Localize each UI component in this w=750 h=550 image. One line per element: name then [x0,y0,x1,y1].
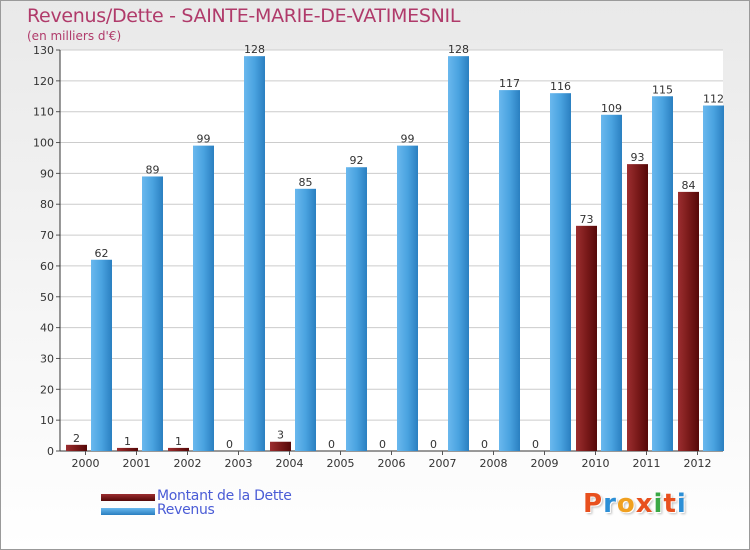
y-tick-label: 130 [33,44,54,57]
data-label-dette: 0 [226,438,233,451]
y-tick-label: 120 [33,75,54,88]
legend-swatch-dette [101,494,155,501]
y-tick-label: 40 [40,322,54,335]
data-label-revenus: 117 [499,77,520,90]
x-tick-label: 2001 [123,457,151,470]
logo-letter: P [583,489,604,519]
data-label-revenus: 89 [146,163,160,176]
x-tick-label: 2011 [633,457,661,470]
data-label-revenus: 109 [601,102,622,115]
bar-revenus-2006 [397,145,418,451]
bar-revenus-2011 [652,96,673,452]
x-tick-label: 2012 [684,457,712,470]
data-label-dette: 3 [277,429,284,442]
bar-dette-2011 [627,164,648,451]
x-tick-label: 2004 [276,457,304,470]
y-tick-label: 0 [47,445,54,458]
bar-revenus-2010 [601,114,622,452]
bar-dette-2001 [117,447,138,451]
legend-label-revenus: Revenus [157,502,215,518]
bar-revenus-2002 [193,145,214,451]
y-tick-label: 70 [40,229,54,242]
data-label-revenus: 128 [244,43,265,56]
bar-revenus-2008 [499,90,520,451]
y-tick-label: 100 [33,137,54,150]
legend-label-dette: Montant de la Dette [157,488,292,504]
bar-dette-2000 [66,444,87,451]
data-label-dette: 1 [124,435,131,448]
y-tick-label: 80 [40,198,54,211]
bar-revenus-2005 [346,167,367,451]
data-label-dette: 0 [481,438,488,451]
bar-dette-2010 [576,225,597,451]
x-tick-label: 2009 [531,457,559,470]
data-label-dette: 84 [682,179,696,192]
bar-dette-2012 [678,191,699,451]
y-tick-label: 30 [40,352,54,365]
y-tick-label: 110 [33,106,54,119]
data-label-revenus: 92 [350,154,364,167]
y-tick-label: 90 [40,167,54,180]
data-label-revenus: 115 [652,83,673,96]
x-tick-label: 2010 [582,457,610,470]
logo-letter: x [635,489,654,519]
bar-revenus-2004 [295,188,316,452]
chart-subtitle: (en milliers d'€) [27,29,122,43]
logo-letter: o [616,489,636,519]
x-tick-label: 2000 [72,457,100,470]
bar-dette-2004 [270,441,291,451]
data-label-dette: 0 [379,438,386,451]
data-label-revenus: 112 [703,93,724,106]
data-label-dette: 0 [328,438,335,451]
bar-revenus-2007 [448,56,469,452]
data-label-revenus: 99 [401,133,415,146]
data-label-dette: 0 [430,438,437,451]
data-label-dette: 73 [580,213,594,226]
logo-letter: i [653,489,664,519]
bar-dette-2002 [168,447,189,451]
logo-letter: i [676,489,687,519]
y-tick-label: 20 [40,383,54,396]
x-tick-label: 2005 [327,457,355,470]
y-tick-label: 50 [40,291,54,304]
logo-letter: r [603,489,617,519]
proxiti-logo: Proxiti [583,489,687,519]
data-label-dette: 1 [175,435,182,448]
bar-revenus-2000 [91,259,112,451]
logo-letter: t [663,489,677,519]
x-tick-label: 2007 [429,457,457,470]
bar-revenus-2001 [142,176,163,451]
x-tick-label: 2008 [480,457,508,470]
legend-swatch-revenus [101,508,155,515]
data-label-dette: 0 [532,438,539,451]
bar-revenus-2003 [244,56,265,452]
data-label-dette: 93 [631,151,645,164]
data-label-dette: 2 [73,432,80,445]
data-label-revenus: 116 [550,80,571,93]
bar-revenus-2009 [550,93,571,451]
chart-title: Revenus/Dette - SAINTE-MARIE-DE-VATIMESN… [27,5,461,27]
x-tick-label: 2006 [378,457,406,470]
y-tick-label: 10 [40,414,54,427]
x-tick-label: 2002 [174,457,202,470]
data-label-revenus: 62 [95,247,109,260]
data-label-revenus: 85 [299,176,313,189]
data-label-revenus: 128 [448,43,469,56]
x-tick-label: 2003 [225,457,253,470]
data-label-revenus: 99 [197,133,211,146]
y-tick-label: 60 [40,260,54,273]
bar-revenus-2012 [703,105,724,452]
